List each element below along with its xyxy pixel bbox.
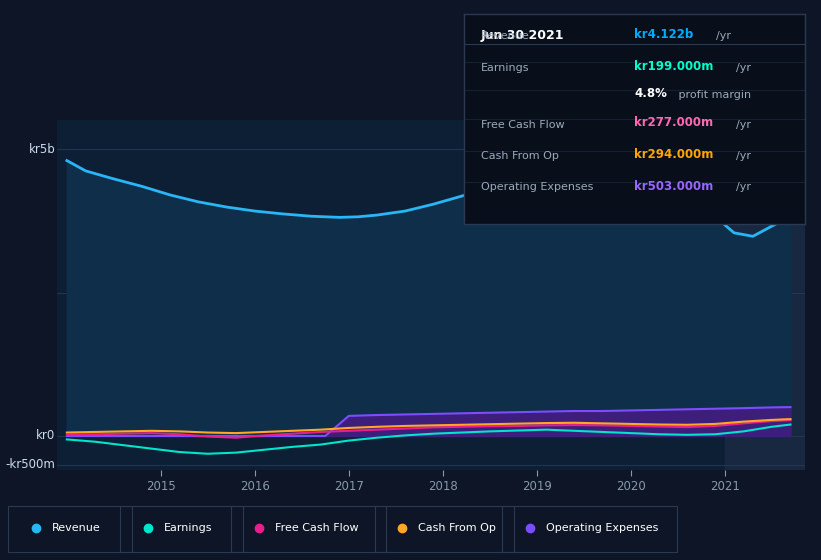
Text: /yr: /yr — [736, 151, 751, 161]
Text: -kr500m: -kr500m — [6, 458, 56, 471]
Text: Cash From Op: Cash From Op — [419, 523, 496, 533]
Text: kr5b: kr5b — [29, 143, 56, 156]
Text: profit margin: profit margin — [675, 90, 751, 100]
Text: /yr: /yr — [736, 183, 751, 193]
Text: Operating Expenses: Operating Expenses — [546, 523, 658, 533]
Bar — [725, 120, 805, 470]
Text: kr277.000m: kr277.000m — [635, 116, 713, 129]
Text: kr199.000m: kr199.000m — [635, 60, 713, 73]
Text: Revenue: Revenue — [481, 31, 530, 41]
Text: /yr: /yr — [736, 63, 751, 73]
Text: Free Cash Flow: Free Cash Flow — [481, 119, 565, 129]
Text: 4.8%: 4.8% — [635, 87, 667, 100]
Text: /yr: /yr — [736, 119, 751, 129]
Text: kr294.000m: kr294.000m — [635, 148, 713, 161]
Text: Jun 30 2021: Jun 30 2021 — [481, 29, 564, 41]
Text: /yr: /yr — [716, 31, 731, 41]
Text: kr503.000m: kr503.000m — [635, 180, 713, 193]
Text: Revenue: Revenue — [52, 523, 101, 533]
Text: kr0: kr0 — [36, 430, 56, 442]
Text: Earnings: Earnings — [163, 523, 212, 533]
Text: Cash From Op: Cash From Op — [481, 151, 559, 161]
Text: kr4.122b: kr4.122b — [635, 29, 694, 41]
Text: Earnings: Earnings — [481, 63, 530, 73]
Text: Operating Expenses: Operating Expenses — [481, 183, 594, 193]
Text: Free Cash Flow: Free Cash Flow — [275, 523, 359, 533]
